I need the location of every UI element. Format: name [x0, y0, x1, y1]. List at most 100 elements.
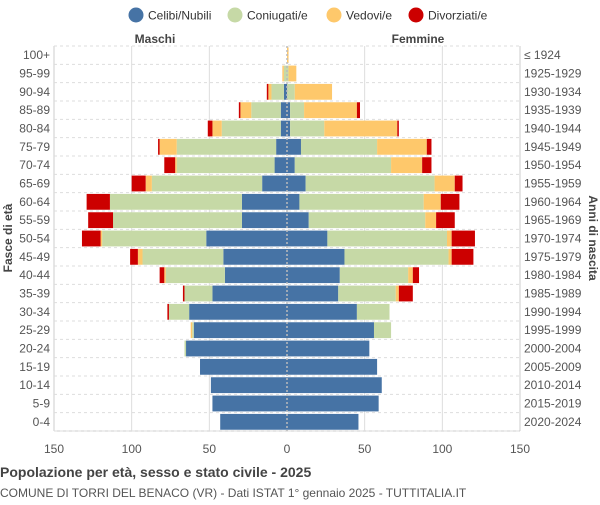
- y-axis-title-left: Fasce di età: [1, 203, 15, 272]
- bar-female-vedovi-e-75-79: [377, 138, 427, 155]
- bar-male-divorziati-e-50-54: [81, 230, 101, 247]
- bar-female-vedovi-e-65-69: [434, 175, 455, 192]
- bar-female-vedovi-e-60-64: [423, 193, 441, 210]
- bar-female-coniugati-e-60-64: [299, 193, 424, 210]
- x-tick-label: 50: [358, 442, 372, 456]
- female-side-label: Femmine: [392, 32, 445, 46]
- bar-female-coniugati-e-90-94: [287, 83, 295, 100]
- bar-female-celibi-nubili-60-64: [287, 193, 300, 210]
- bar-female-vedovi-e-45-49: [448, 248, 452, 265]
- bar-male-divorziati-e-75-79: [158, 138, 160, 155]
- bar-female-celibi-nubili-50-54: [287, 230, 328, 247]
- legend: Celibi/Nubili Coniugati/e Vedovi/e Divorzia…: [128, 7, 488, 23]
- bar-male-coniugati-e-70-74: [176, 157, 275, 174]
- bar-male-divorziati-e-60-64: [86, 193, 110, 210]
- age-labels: 100+ 95-99 90-94 85-89 80-84 75-79 70-74 65-69 6…: [19, 48, 50, 429]
- bar-male-celibi-nubili-90-94: [283, 83, 287, 100]
- birth-year-label: 2020-2024: [524, 415, 582, 429]
- bar-male-coniugati-e-20-24: [184, 340, 187, 357]
- birth-year-label: 1925-1929: [524, 67, 582, 81]
- birth-year-label: 1965-1969: [524, 213, 582, 227]
- bar-female-coniugati-e-45-49: [344, 248, 449, 265]
- bar-female-celibi-nubili-80-84: [287, 120, 291, 137]
- birth-year-label: 1980-1984: [524, 268, 582, 282]
- x-tick-label: 150: [44, 442, 64, 456]
- bar-male-coniugati-e-85-89: [251, 102, 281, 119]
- bar-male-vedovi-e-75-79: [159, 138, 177, 155]
- bar-female-divorziati-e-45-49: [451, 248, 474, 265]
- age-label: 5-9: [33, 397, 51, 411]
- bar-male-vedovi-e-85-89: [240, 102, 252, 119]
- bar-female-coniugati-e-65-69: [305, 175, 435, 192]
- bar-male-celibi-nubili-70-74: [274, 157, 287, 174]
- bar-female-coniugati-e-25-29: [373, 322, 392, 339]
- bar-female-vedovi-e-100+: [287, 47, 289, 64]
- bar-male-divorziati-e-80-84: [207, 120, 213, 137]
- bar-male-coniugati-e-75-79: [176, 138, 277, 155]
- chart-title: Popolazione per età, sesso e stato civil…: [0, 464, 311, 480]
- bar-female-divorziati-e-80-84: [397, 120, 399, 137]
- legend-label: Vedovi/e: [346, 9, 392, 23]
- bar-male-coniugati-e-80-84: [221, 120, 281, 137]
- bar-male-celibi-nubili-5-9: [212, 395, 287, 412]
- birth-year-labels: ≤ 1924 1925-1929 1930-1934 1935-1939 1940-19…: [524, 48, 582, 429]
- bar-female-vedovi-e-35-39: [395, 285, 399, 302]
- bar-male-divorziati-e-45-49: [130, 248, 138, 265]
- bar-male-celibi-nubili-85-89: [280, 102, 287, 119]
- bar-male-vedovi-e-25-29: [190, 322, 193, 339]
- bar-male-coniugati-e-55-59: [113, 212, 242, 229]
- bar-female-coniugati-e-35-39: [338, 285, 396, 302]
- chart-subtitle: COMUNE DI TORRI DEL BENACO (VR) - Dati I…: [0, 486, 467, 500]
- bar-female-divorziati-e-50-54: [451, 230, 475, 247]
- bar-male-celibi-nubili-50-54: [206, 230, 287, 247]
- bar-male-celibi-nubili-35-39: [212, 285, 287, 302]
- legend-label: Celibi/Nubili: [148, 9, 211, 23]
- bar-male-coniugati-e-40-44: [165, 267, 225, 284]
- bar-female-celibi-nubili-25-29: [287, 322, 374, 339]
- bar-female-celibi-nubili-55-59: [287, 212, 309, 229]
- bar-female-coniugati-e-80-84: [290, 120, 325, 137]
- bar-male-celibi-nubili-0-4: [220, 413, 287, 430]
- birth-year-label: 1995-1999: [524, 323, 582, 337]
- birth-year-label: 1990-1994: [524, 305, 582, 319]
- bar-male-divorziati-e-35-39: [182, 285, 185, 302]
- birth-year-label: 1985-1989: [524, 287, 582, 301]
- bar-male-coniugati-e-90-94: [271, 83, 284, 100]
- bar-female-celibi-nubili-75-79: [287, 138, 301, 155]
- bar-male-coniugati-e-65-69: [151, 175, 263, 192]
- bar-female-celibi-nubili-85-89: [287, 102, 291, 119]
- bar-female-vedovi-e-50-54: [446, 230, 452, 247]
- bar-female-celibi-nubili-10-14: [287, 377, 382, 394]
- bar-male-vedovi-e-50-54: [100, 230, 103, 247]
- birth-year-label: 1960-1964: [524, 195, 582, 209]
- age-label: 80-84: [19, 122, 50, 136]
- bar-female-divorziati-e-60-64: [440, 193, 460, 210]
- bar-female-celibi-nubili-30-34: [287, 303, 357, 320]
- bar-female-coniugati-e-55-59: [308, 212, 426, 229]
- birth-year-label: 2005-2009: [524, 360, 582, 374]
- bar-male-divorziati-e-55-59: [88, 212, 114, 229]
- birth-year-label: 1940-1944: [524, 122, 582, 136]
- bar-female-divorziati-e-40-44: [412, 267, 420, 284]
- bar-male-vedovi-e-45-49: [137, 248, 143, 265]
- bar-male-coniugati-e-35-39: [184, 285, 213, 302]
- legend-marker: [408, 7, 424, 23]
- bar-female-vedovi-e-40-44: [408, 267, 413, 284]
- bar-male-celibi-nubili-65-69: [262, 175, 287, 192]
- birth-year-label: 1935-1939: [524, 103, 582, 117]
- bar-male-celibi-nubili-60-64: [241, 193, 287, 210]
- age-label: 65-69: [19, 177, 50, 191]
- bar-female-vedovi-e-95-99: [288, 65, 297, 82]
- birth-year-label: 1955-1959: [524, 177, 582, 191]
- bar-male-coniugati-e-30-34: [168, 303, 190, 320]
- birth-year-label: 1975-1979: [524, 250, 582, 264]
- bar-female-vedovi-e-70-74: [391, 157, 423, 174]
- bar-female-coniugati-e-30-34: [356, 303, 390, 320]
- bar-female-celibi-nubili-20-24: [287, 340, 370, 357]
- bar-male-vedovi-e-65-69: [145, 175, 152, 192]
- male-side-label: Maschi: [135, 32, 176, 46]
- birth-year-label: 2015-2019: [524, 397, 582, 411]
- x-ticks: 150 100 50 0 50 100 150: [44, 442, 530, 456]
- age-label: 85-89: [19, 103, 50, 117]
- age-label: 55-59: [19, 213, 50, 227]
